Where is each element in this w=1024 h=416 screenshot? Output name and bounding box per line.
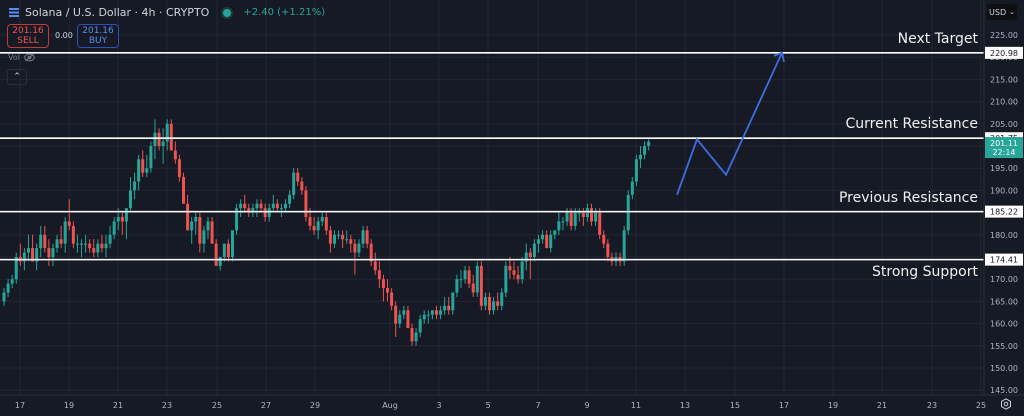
chevron-up-icon: ⌃: [13, 72, 21, 82]
svg-text:185.22: 185.22: [990, 208, 1018, 217]
svg-text:21: 21: [113, 401, 123, 410]
buy-label: BUY: [88, 36, 108, 46]
svg-text:19: 19: [828, 401, 838, 410]
sell-label: SELL: [17, 36, 39, 46]
svg-text:17: 17: [779, 401, 789, 410]
svg-text:180.00: 180.00: [990, 231, 1018, 240]
svg-text:225.00: 225.00: [990, 31, 1018, 40]
svg-text:23: 23: [927, 401, 937, 410]
svg-text:27: 27: [261, 401, 271, 410]
svg-text:21: 21: [877, 401, 887, 410]
svg-text:190.00: 190.00: [990, 186, 1018, 195]
svg-text:25: 25: [976, 401, 986, 410]
sell-button[interactable]: 201.16 SELL: [7, 24, 49, 48]
svg-text:145.00: 145.00: [990, 386, 1018, 395]
svg-text:9: 9: [584, 401, 589, 410]
spread-value: 0.00: [55, 31, 73, 40]
svg-text:29: 29: [310, 401, 320, 410]
candlestick-series: [2, 119, 651, 346]
svg-text:11: 11: [631, 401, 641, 410]
svg-text:23: 23: [162, 401, 172, 410]
svg-text:Aug: Aug: [382, 401, 398, 410]
svg-text:5: 5: [485, 401, 490, 410]
time-axis[interactable]: 17 19 21 23 25 27 29 Aug 3 5 7 9 11 13 15 17 19 21 23 25: [15, 401, 986, 410]
annotation-previous-resistance[interactable]: Previous Resistance: [838, 190, 978, 206]
svg-text:13: 13: [680, 401, 690, 410]
horizontal-levels[interactable]: [0, 52, 984, 261]
svg-text:22:14: 22:14: [992, 148, 1015, 157]
time-axis-bg: [0, 395, 1024, 416]
annotation-strong-support[interactable]: Strong Support: [872, 264, 978, 280]
chevron-down-icon: ⌄: [1009, 8, 1015, 16]
buy-price: 201.16: [82, 26, 114, 36]
currency-select[interactable]: USD ⌄: [987, 4, 1017, 20]
svg-text:17: 17: [15, 401, 25, 410]
annotation-next-target[interactable]: Next Target: [897, 31, 978, 47]
market-status-icon: [223, 8, 232, 17]
menu-icon[interactable]: [9, 8, 19, 17]
svg-text:205.00: 205.00: [990, 120, 1018, 129]
svg-text:210.00: 210.00: [990, 98, 1018, 107]
svg-text:174.41: 174.41: [990, 256, 1018, 265]
settings-gear-icon[interactable]: [1000, 398, 1012, 410]
svg-text:195.00: 195.00: [990, 164, 1018, 173]
svg-text:201.11: 201.11: [990, 139, 1018, 148]
svg-text:165.00: 165.00: [990, 297, 1018, 306]
buy-button[interactable]: 201.16 BUY: [77, 24, 119, 48]
svg-text:15: 15: [730, 401, 740, 410]
svg-text:3: 3: [436, 401, 441, 410]
svg-text:19: 19: [64, 401, 74, 410]
svg-text:7: 7: [535, 401, 540, 410]
projection-path[interactable]: [676, 52, 783, 196]
svg-text:220.98: 220.98: [990, 49, 1018, 58]
arrow-head-icon: [773, 51, 785, 62]
svg-text:215.00: 215.00: [990, 75, 1018, 84]
svg-text:160.00: 160.00: [990, 320, 1018, 329]
volume-indicator[interactable]: Vol: [8, 53, 35, 62]
svg-text:150.00: 150.00: [990, 364, 1018, 373]
symbol-title[interactable]: Solana / U.S. Dollar · 4h · CRYPTO: [25, 6, 210, 19]
symbol-header[interactable]: Solana / U.S. Dollar · 4h · CRYPTO +2.40…: [9, 6, 325, 19]
svg-text:25: 25: [212, 401, 222, 410]
svg-text:155.00: 155.00: [990, 342, 1018, 351]
collapse-button[interactable]: ⌃: [7, 69, 27, 85]
eye-hidden-icon[interactable]: [24, 53, 35, 62]
sell-price: 201.16: [12, 26, 44, 36]
currency-label: USD: [989, 7, 1007, 17]
volume-label: Vol: [8, 53, 20, 62]
svg-text:170.00: 170.00: [990, 275, 1018, 284]
annotation-current-resistance[interactable]: Current Resistance: [845, 116, 978, 132]
price-change: +2.40 (+1.21%): [243, 7, 326, 18]
